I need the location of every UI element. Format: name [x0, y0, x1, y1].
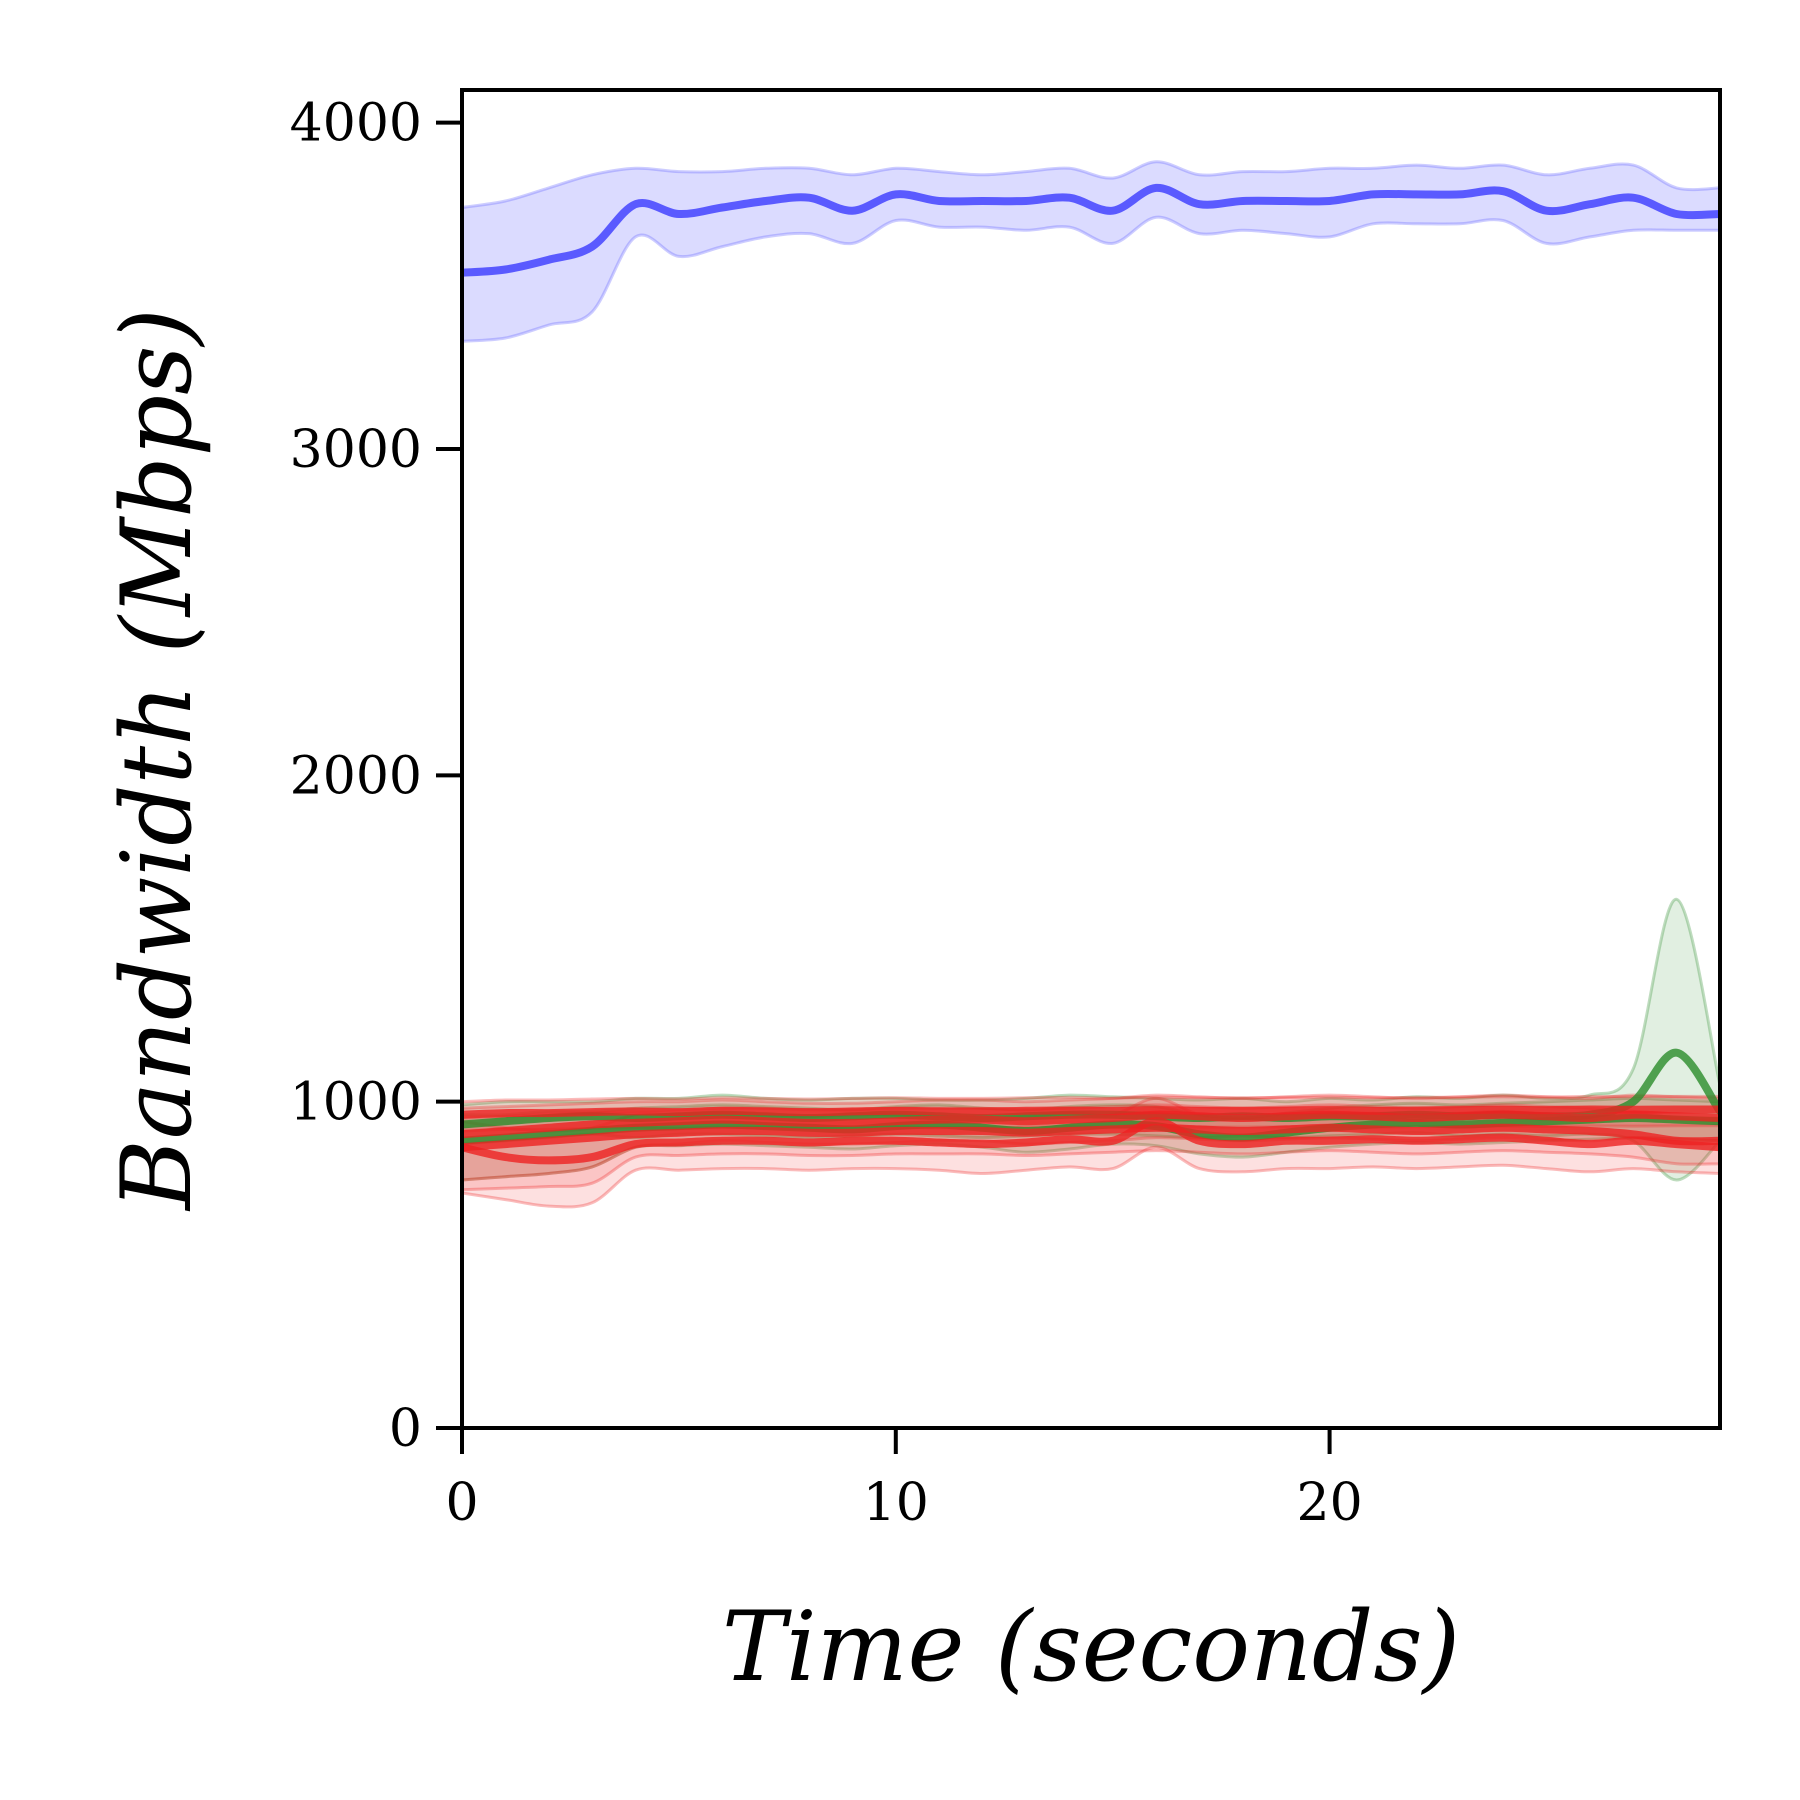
confidence-bands [462, 160, 1720, 1209]
x-tick-label: 0 [445, 1473, 478, 1533]
plot-frame [460, 88, 1722, 1430]
x-axis-ticks: 0 10 20 [445, 1428, 1363, 1533]
y-tick-label: 0 [389, 1399, 422, 1459]
y-axis-ticks: 0 1000 2000 3000 4000 [290, 94, 462, 1459]
series-line-red-3 [462, 1105, 1720, 1119]
series-line-green-2 [462, 1114, 1720, 1145]
y-tick-label: 2000 [290, 746, 422, 806]
series-lines [462, 183, 1720, 1165]
series-line-red-5 [462, 1117, 1720, 1165]
y-axis-title: Bandwidth (Mbps) [101, 308, 213, 1212]
y-tick-label: 1000 [290, 1073, 422, 1133]
series-line-blue-0 [462, 183, 1720, 277]
y-tick-label: 3000 [290, 420, 422, 480]
x-axis-title: Time (seconds) [722, 1591, 1460, 1703]
y-tick-label: 4000 [290, 94, 422, 154]
band-blue-0 [462, 160, 1720, 343]
series-line-red-6 [462, 1123, 1720, 1152]
x-tick-label: 10 [863, 1473, 929, 1533]
x-tick-label: 20 [1297, 1473, 1363, 1533]
series-line-red-4 [462, 1110, 1720, 1139]
